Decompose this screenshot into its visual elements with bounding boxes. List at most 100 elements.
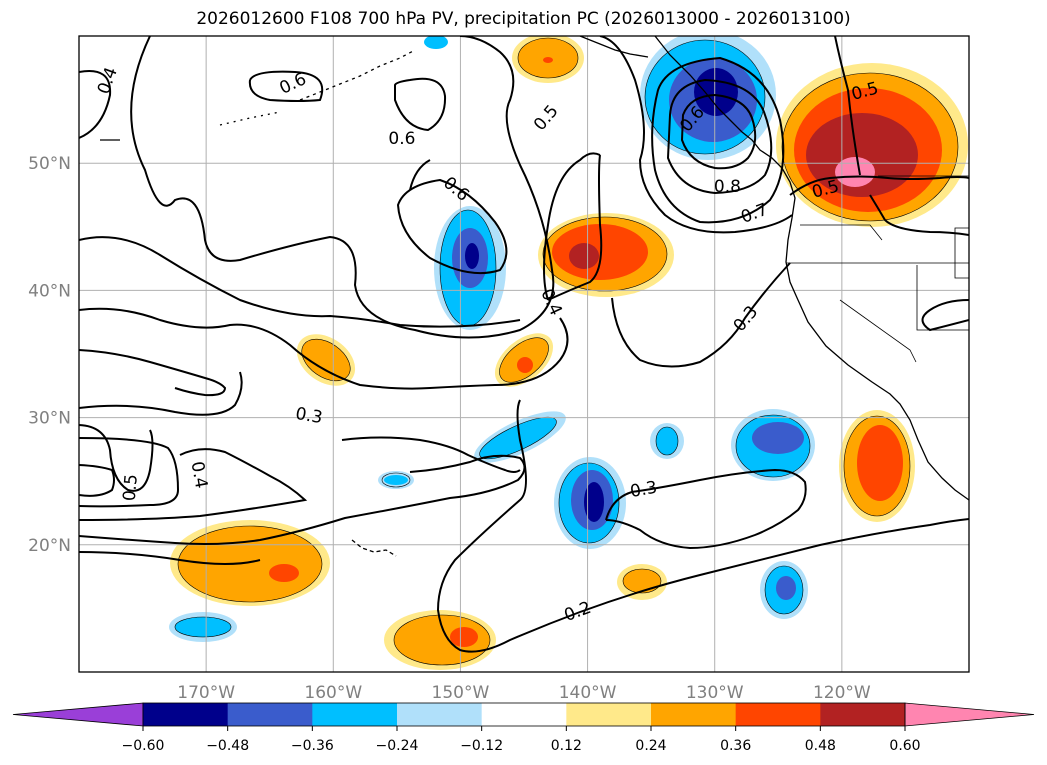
colorbar-tick-label: 0.24 xyxy=(635,738,666,754)
pv-contour-0.4 xyxy=(547,154,603,301)
pv-contour-0.3 xyxy=(341,436,521,473)
colorbar-extend-min xyxy=(12,702,144,727)
colorbar-tick-label: −0.60 xyxy=(122,738,165,754)
pv-contour-0.5 xyxy=(79,464,115,497)
lat-tick-label: 40°N xyxy=(28,281,71,301)
lon-tick-label: 120°W xyxy=(813,683,871,703)
plot-title: 2026012600 F108 700 hPa PV, precipitatio… xyxy=(196,9,851,29)
precip-outline xyxy=(517,37,579,79)
precip-outlines xyxy=(174,37,959,666)
precip-neg xyxy=(424,36,448,49)
contour-label: 0.8 xyxy=(714,177,741,197)
pv-contour-0.4 xyxy=(79,448,308,521)
colorbar-bin xyxy=(227,703,313,726)
precip-outline xyxy=(764,565,804,615)
pv-contour-0.6 xyxy=(396,178,508,275)
lat-tick-labels: 20°N 30°N 40°N 50°N xyxy=(28,154,71,556)
lat-tick-label: 30°N xyxy=(28,409,71,429)
border-line xyxy=(839,299,917,363)
precip-outline xyxy=(781,72,959,222)
contour-label: 0.3 xyxy=(730,302,763,336)
precip-pos-strong xyxy=(517,357,533,373)
precip-outline xyxy=(622,568,662,594)
pv-contour-0.5 xyxy=(834,36,861,176)
precip-outline xyxy=(174,616,232,638)
coastlines xyxy=(100,36,969,557)
precip-neg xyxy=(175,617,231,637)
colorbar-bin xyxy=(397,703,483,726)
precip-outline xyxy=(644,39,766,155)
colorbar: −0.60 −0.48 −0.36 −0.24 −0.12 0.12 0.24 0.36 0.4… xyxy=(12,702,1035,754)
pv-contour-0.4 xyxy=(79,236,521,328)
colorbar-bin xyxy=(481,703,567,726)
pv-contour-0.8 xyxy=(680,93,757,170)
precip-pos-heavy xyxy=(569,243,599,269)
pv-contour-0.3 xyxy=(79,454,526,545)
colorbar-bin xyxy=(143,703,229,726)
precip-pos xyxy=(623,569,661,593)
colorbar-tick-label: 0.12 xyxy=(551,738,582,754)
precip-outline xyxy=(735,414,811,478)
pv-contour-0.5 xyxy=(130,36,555,339)
precip-neg xyxy=(479,417,557,459)
precip-neg-strong xyxy=(752,422,804,454)
colorbar-bin xyxy=(820,703,906,726)
precip-outline xyxy=(479,416,557,460)
precip-outline xyxy=(393,614,491,666)
pv-contour-0.4 xyxy=(79,70,112,139)
pv-contour-0.7 xyxy=(666,78,773,195)
pv-contour-0.3 xyxy=(79,371,243,416)
coastline-north-america xyxy=(654,36,969,501)
precip-pos-strong xyxy=(857,425,903,501)
contour-label: 0.3 xyxy=(294,404,324,428)
contour-label: 0.4 xyxy=(94,65,122,97)
border-line xyxy=(800,224,883,241)
pv-contour-0.5 xyxy=(921,299,969,332)
precip-pos-strong xyxy=(543,57,553,63)
pv-contour-0.6 xyxy=(394,77,447,132)
contour-label: 0.2 xyxy=(562,598,594,626)
pv-contour-0.6 xyxy=(409,159,431,191)
contour-label: 0.5 xyxy=(120,473,142,502)
colorbar-bin xyxy=(312,703,398,726)
colorbar-tick-label: −0.36 xyxy=(291,738,334,754)
colorbar-bin xyxy=(651,703,737,726)
border-line xyxy=(954,227,969,279)
precip-neg xyxy=(384,475,408,485)
pv-contour-0.2 xyxy=(436,399,969,653)
lat-tick-label: 20°N xyxy=(28,536,71,556)
lon-tick-labels: 170°W 160°W 150°W 140°W 130°W 120°W xyxy=(177,683,871,703)
precip-outline xyxy=(542,216,668,292)
colorbar-tick-label: −0.24 xyxy=(376,738,419,754)
precip-pos-strong xyxy=(450,627,478,647)
border-line xyxy=(916,265,969,331)
state-borders xyxy=(786,175,969,363)
lat-tick-label: 50°N xyxy=(28,154,71,174)
precip-outline xyxy=(843,415,911,517)
precip-shading xyxy=(169,36,968,670)
colorbar-frame xyxy=(142,702,906,727)
coastline-hawaii xyxy=(351,539,397,557)
colorbar-tick-label: 0.60 xyxy=(889,738,920,754)
pv-contour-0.4 xyxy=(79,307,569,390)
coastline-aleutians-west xyxy=(219,111,281,126)
contour-label: 0.3 xyxy=(629,478,659,502)
pv-contour-0.6 xyxy=(248,70,324,102)
pv-contour-0.6 xyxy=(599,36,793,234)
precip-outline xyxy=(381,472,411,488)
pv-contour-0.4 xyxy=(79,437,180,508)
precip-neg xyxy=(656,427,678,455)
gridlines xyxy=(79,36,969,672)
pv-contour-0.5 xyxy=(789,175,969,196)
pv-contour-0.6 xyxy=(651,56,785,224)
colorbar-tick-label: −0.12 xyxy=(460,738,503,754)
pv-contour-0.5 xyxy=(869,194,969,236)
precip-pos xyxy=(178,526,322,602)
coastline-aleutians xyxy=(299,49,416,101)
precip-outline xyxy=(499,337,549,383)
precip-outline xyxy=(655,426,679,456)
pv-contour-0.3 xyxy=(79,551,261,565)
pv-contour-0.4 xyxy=(79,349,227,397)
lon-tick-label: 160°W xyxy=(304,683,362,703)
